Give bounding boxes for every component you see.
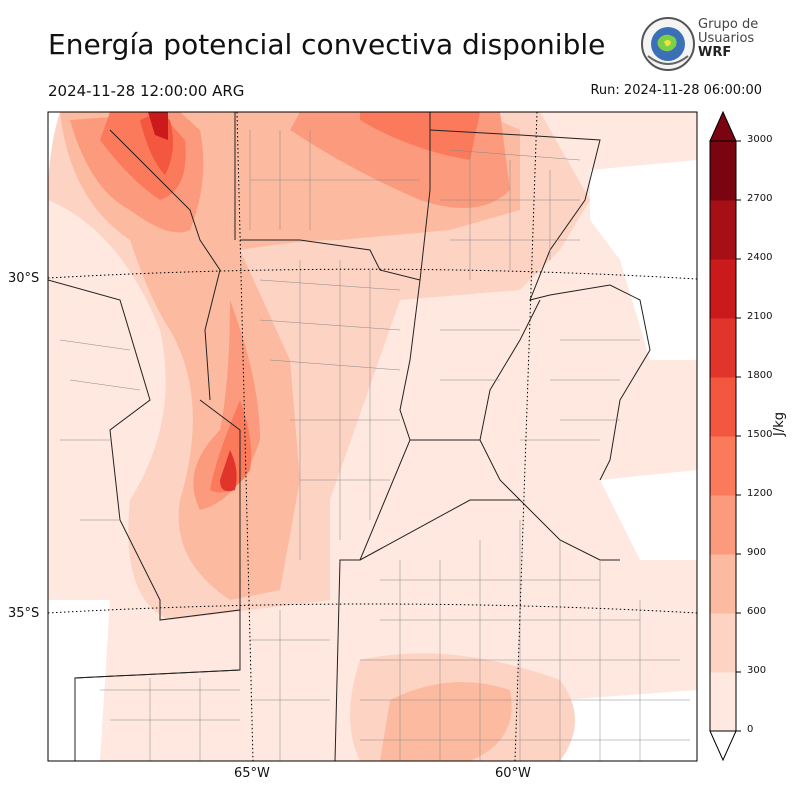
colorbar-tick-label: 2100	[747, 311, 773, 322]
map-frame	[47, 111, 698, 762]
colorbar-units: J/kg	[772, 412, 787, 436]
lon-label-65w: 65°W	[234, 766, 270, 781]
colorbar-segment	[710, 495, 736, 555]
globe-logo-icon	[641, 17, 695, 71]
wrf-logo: Grupo de Usuarios WRF	[640, 16, 760, 76]
logo-line1: Grupo de	[698, 17, 759, 32]
colorbar-extend-min	[709, 730, 737, 762]
colorbar-tick-label: 0	[747, 724, 754, 735]
colorbar-segment	[710, 554, 736, 614]
colorbar-tick-label: 3000	[747, 134, 773, 145]
colorbar-tick-label: 1500	[747, 429, 773, 440]
colorbar-tick-label: 2700	[747, 193, 773, 204]
valid-time: 2024-11-28 12:00:00 ARG	[48, 82, 245, 100]
colorbar-extend-max	[709, 110, 737, 142]
lat-label-35s: 35°S	[8, 606, 40, 621]
lat-label-30s: 30°S	[8, 271, 40, 286]
run-time: Run: 2024-11-28 06:00:00	[590, 83, 762, 98]
colorbar-segment	[710, 141, 736, 201]
colorbar-tick-label: 2400	[747, 252, 773, 263]
colorbar-tick-label: 1800	[747, 370, 773, 381]
graticule	[48, 112, 697, 761]
colorbar-segment	[710, 318, 736, 378]
colorbar-segment	[710, 377, 736, 437]
colorbar-tick-label: 300	[747, 665, 767, 676]
province-borders	[48, 112, 651, 761]
logo-line2: Usuarios	[698, 31, 755, 46]
colorbar-segment	[710, 259, 736, 319]
colorbar-segment	[710, 200, 736, 260]
lon-label-60w: 60°W	[495, 766, 531, 781]
department-borders	[59, 130, 690, 761]
colorbar-tick-label: 600	[747, 606, 767, 617]
colorbar-segment	[710, 613, 736, 673]
colorbar-tick-label: 900	[747, 547, 767, 558]
logo-line3: WRF	[698, 45, 732, 60]
colorbar-segment	[710, 436, 736, 496]
colorbar-tick-label: 1200	[747, 488, 773, 499]
colorbar	[709, 110, 741, 762]
page-title: Energía potencial convectiva disponible	[48, 28, 606, 61]
cape-field	[48, 112, 697, 761]
colorbar-segment	[710, 672, 736, 732]
